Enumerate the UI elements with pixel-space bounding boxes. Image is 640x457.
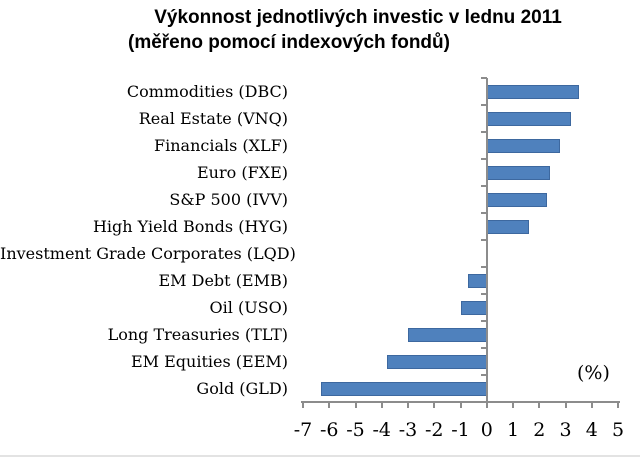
bar [486, 111, 571, 126]
x-axis-tick-label: -1 [451, 419, 470, 441]
y-axis-tick [480, 77, 487, 79]
x-axis-tick-label: 1 [506, 419, 520, 441]
bar [408, 327, 487, 342]
bottom-divider [0, 455, 640, 457]
x-axis-tick [380, 403, 383, 408]
x-axis-tick-label: 3 [559, 419, 572, 441]
x-axis-tick [459, 403, 462, 408]
y-axis-tick [480, 401, 487, 403]
category-label: Financials (XLF) [154, 136, 288, 155]
y-axis-tick [480, 320, 487, 322]
y-axis-tick [480, 239, 487, 241]
x-axis-tick [564, 403, 567, 408]
x-axis-tick [407, 403, 409, 408]
x-axis-tick-label: -2 [424, 419, 444, 441]
bar [486, 84, 579, 99]
x-axis-tick-label: -6 [319, 419, 339, 441]
y-axis-tick [480, 374, 487, 376]
x-axis-tick-label: 0 [480, 419, 493, 441]
x-axis-tick [485, 403, 488, 408]
y-axis-tick [480, 158, 487, 160]
category-label: S&P 500 (IVV) [169, 190, 288, 209]
zero-axis-line [485, 78, 488, 408]
chart-title: Výkonnost jednotlivých investic v lednu … [0, 5, 640, 55]
bar [468, 273, 487, 288]
bar [460, 300, 487, 315]
category-label: Gold (GLD) [196, 379, 288, 398]
x-axis-tick-label: -5 [346, 419, 365, 441]
chart-title-line2: (měřeno pomocí indexových fondů) [128, 32, 450, 53]
category-label: Long Treasuries (TLT) [107, 325, 288, 344]
bar [321, 381, 487, 396]
x-axis-tick [302, 403, 304, 408]
x-axis-tick [328, 403, 331, 408]
x-axis-tick-label: -4 [372, 419, 391, 441]
y-axis-tick [480, 104, 487, 106]
x-axis-tick-label: -3 [398, 419, 418, 441]
x-axis-tick-label: 2 [533, 419, 546, 441]
y-axis-tick [480, 347, 487, 349]
percent-unit-label: (%) [577, 362, 610, 384]
chart-title-line1: Výkonnost jednotlivých investic v lednu … [154, 7, 562, 28]
x-axis-tick-label: 5 [611, 419, 625, 441]
bar [486, 165, 550, 180]
x-axis-tick-label: 4 [585, 419, 598, 441]
x-axis-tick [617, 403, 619, 408]
category-label: Investment Grade Corporates (LQD) [0, 244, 296, 263]
bar [387, 354, 487, 369]
category-label: Commodities (DBC) [126, 82, 288, 101]
x-axis-tick [538, 403, 541, 408]
category-label: EM Equities (EEM) [130, 352, 288, 371]
x-axis-tick [512, 403, 514, 408]
x-axis-tick [433, 403, 436, 408]
y-axis-tick [480, 131, 487, 133]
y-axis-tick [480, 212, 487, 214]
bar [486, 219, 529, 234]
x-axis-tick-label: -7 [293, 419, 313, 441]
bar [486, 138, 561, 153]
y-axis-tick [480, 185, 487, 187]
category-label: Real Estate (VNQ) [138, 109, 288, 128]
y-axis-tick [480, 293, 487, 295]
bar [486, 192, 548, 207]
category-label: Euro (FXE) [196, 163, 288, 182]
x-axis-line [301, 401, 620, 403]
y-axis-tick [480, 266, 487, 268]
category-label: EM Debt (EMB) [158, 271, 288, 290]
category-label: High Yield Bonds (HYG) [92, 217, 288, 236]
x-axis-tick [354, 403, 357, 408]
x-axis-tick [590, 403, 593, 408]
category-label: Oil (USO) [209, 298, 288, 317]
